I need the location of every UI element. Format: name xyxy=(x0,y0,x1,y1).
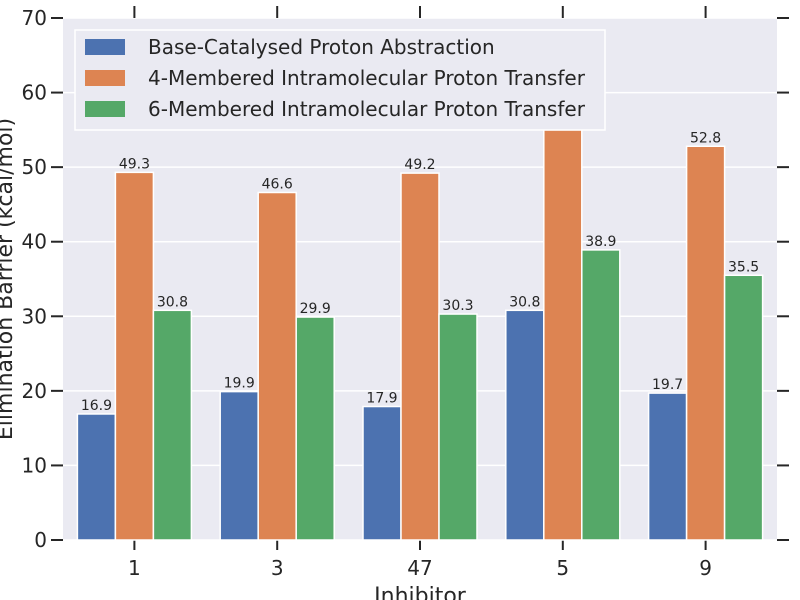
legend-swatch xyxy=(85,39,125,55)
data-label: 52.8 xyxy=(690,130,721,146)
bar xyxy=(581,249,621,541)
bar xyxy=(152,309,193,541)
y-tick-label: 60 xyxy=(22,81,47,105)
data-label: 49.2 xyxy=(404,157,435,173)
bar xyxy=(114,171,155,541)
data-label: 38.9 xyxy=(585,234,616,250)
bar xyxy=(257,191,297,541)
legend-label: 4-Membered Intramolecular Proton Transfe… xyxy=(148,66,586,90)
bar xyxy=(438,313,478,541)
y-axis-label: Elimination Barrier (kcal/mol) xyxy=(0,118,18,440)
bar xyxy=(362,405,402,541)
y-tick-label: 10 xyxy=(22,453,47,477)
data-label: 49.3 xyxy=(119,156,150,172)
y-tick-label: 70 xyxy=(22,6,47,30)
bar xyxy=(295,316,335,541)
axis-ticks xyxy=(51,6,789,550)
data-label: 30.8 xyxy=(157,294,188,310)
bar xyxy=(685,145,726,541)
data-label: 46.6 xyxy=(262,176,293,192)
data-label: 35.5 xyxy=(728,259,759,275)
bar xyxy=(723,274,764,541)
x-tick-label: 3 xyxy=(271,556,284,580)
bar xyxy=(505,309,545,541)
bar xyxy=(219,390,259,541)
y-tick-label: 30 xyxy=(22,304,47,328)
y-tick-label: 40 xyxy=(22,230,47,254)
y-tick-label: 50 xyxy=(22,155,47,179)
x-tick-label: 47 xyxy=(407,556,432,580)
x-tick-label: 1 xyxy=(128,556,141,580)
legend-box xyxy=(74,29,606,131)
bar xyxy=(400,172,440,541)
data-label: 16.9 xyxy=(81,398,112,414)
legend: Base-Catalysed Proton Abstraction 4-Membe… xyxy=(74,29,606,131)
data-label: 30.8 xyxy=(509,294,540,310)
data-label: 30.3 xyxy=(442,298,473,314)
legend-swatch xyxy=(85,101,125,117)
data-label: 29.9 xyxy=(300,301,331,317)
x-axis-label: Inhibitor xyxy=(374,584,467,600)
y-tick-label: 0 xyxy=(34,528,47,552)
data-label: 17.9 xyxy=(366,391,397,407)
bar xyxy=(647,392,688,541)
y-tick-labels: 0 10 20 30 40 50 60 70 xyxy=(22,6,47,552)
data-label: 19.9 xyxy=(224,376,255,392)
x-tick-label: 9 xyxy=(699,556,712,580)
x-tick-labels: 1 3 47 5 9 xyxy=(128,556,712,580)
data-labels: 16.9 19.9 17.9 30.8 19.7 49.3 46.6 49.2 52.8 30.8… xyxy=(81,130,759,414)
bar xyxy=(76,413,117,541)
legend-label: 6-Membered Intramolecular Proton Transfe… xyxy=(148,97,586,121)
x-tick-label: 5 xyxy=(556,556,569,580)
data-label: 19.7 xyxy=(652,377,683,393)
bar xyxy=(543,129,583,541)
y-tick-label: 20 xyxy=(22,379,47,403)
legend-label: Base-Catalysed Proton Abstraction xyxy=(148,35,495,59)
bars xyxy=(76,129,764,541)
legend-swatch xyxy=(85,70,125,86)
